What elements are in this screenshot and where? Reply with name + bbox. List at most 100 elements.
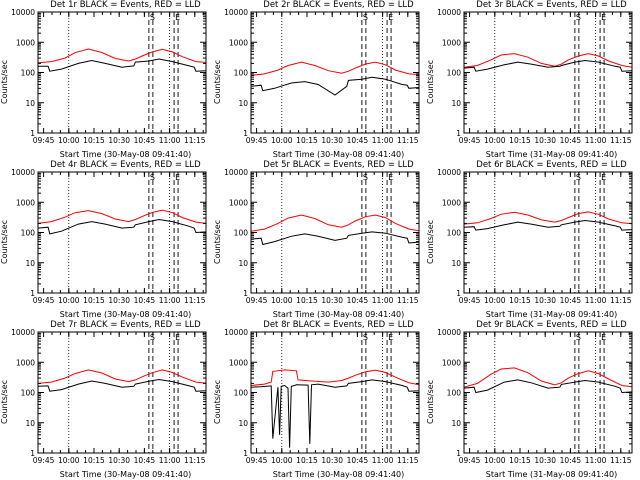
x-tick-label: 10:00 xyxy=(271,136,293,145)
plot-frame xyxy=(250,331,420,454)
chart-svg: S E 1 10 100 1000 10000 09:45 10:00 10:15 10:30 10:… xyxy=(437,8,633,145)
x-tick-label: 10:00 xyxy=(58,136,80,145)
lld-series-line xyxy=(250,61,420,76)
x-tick-label: 11:00 xyxy=(159,456,181,465)
chart-title: Det 2r BLACK = Events, RED = LLD xyxy=(263,0,414,10)
detector-panel: S E 1 10 100 1000 10000 09:45 10:00 10:15 10:30 10:… xyxy=(426,0,639,160)
y-tick-label: 1 xyxy=(243,289,248,298)
y-tick-label: 1000 xyxy=(229,198,248,207)
x-tick-label: 10:30 xyxy=(321,456,343,465)
x-tick-label: 11:15 xyxy=(397,296,419,305)
lld-series-line xyxy=(463,367,633,388)
lld-series-line xyxy=(37,48,207,64)
x-tick-label: 09:45 xyxy=(33,296,55,305)
x-tick-label: 10:45 xyxy=(347,456,369,465)
x-tick-label: 10:00 xyxy=(271,456,293,465)
lld-series-line xyxy=(250,214,420,232)
y-tick-label: 1000 xyxy=(442,38,461,47)
y-tick-label: 1000 xyxy=(16,358,35,367)
y-tick-label: 10000 xyxy=(11,328,35,337)
chart-svg: S E 1 10 100 1000 10000 09:45 10:00 10:15 10:30 10:… xyxy=(11,168,207,305)
marker-label: S xyxy=(363,13,368,22)
y-tick-label: 10000 xyxy=(224,328,248,337)
y-axis-label: Counts/sec xyxy=(213,59,222,104)
y-tick-label: 1000 xyxy=(442,358,461,367)
x-tick-label: 11:00 xyxy=(372,136,394,145)
events-series-line xyxy=(250,379,420,448)
x-tick-label: 10:00 xyxy=(271,296,293,305)
x-tick-label: 11:15 xyxy=(184,456,206,465)
x-tick-label: 10:45 xyxy=(560,456,582,465)
plot-frame xyxy=(463,11,633,134)
y-tick-label: 1 xyxy=(30,289,35,298)
y-tick-label: 1 xyxy=(456,289,461,298)
y-tick-label: 100 xyxy=(21,229,36,238)
x-tick-label: 11:15 xyxy=(184,296,206,305)
y-tick-label: 10 xyxy=(25,259,35,268)
chart-title: Det 5r BLACK = Events, RED = LLD xyxy=(263,160,414,170)
y-tick-label: 1 xyxy=(456,129,461,138)
x-tick-label: 09:45 xyxy=(459,456,481,465)
x-axis-label: Start Time (30-May-08 09:41:40) xyxy=(272,150,405,159)
marker-label: S xyxy=(150,173,155,182)
x-tick-label: 10:00 xyxy=(484,456,506,465)
x-tick-label: 10:00 xyxy=(484,296,506,305)
x-axis-label: Start Time (31-May-08 09:41:40) xyxy=(485,470,618,479)
x-tick-label: 10:30 xyxy=(321,136,343,145)
events-series-line xyxy=(463,59,633,72)
x-axis-label: Start Time (30-May-08 09:41:40) xyxy=(59,150,192,159)
marker-label: S xyxy=(576,13,581,22)
y-tick-label: 10000 xyxy=(224,168,248,177)
y-tick-label: 10 xyxy=(451,259,461,268)
x-tick-label: 11:15 xyxy=(610,136,632,145)
detector-panel: S E 1 10 100 1000 10000 09:45 10:00 10:15 10:30 10:… xyxy=(213,320,426,480)
lld-series-line xyxy=(463,53,633,68)
events-series-line xyxy=(38,58,207,72)
y-tick-label: 10000 xyxy=(224,8,248,17)
x-tick-label: 10:30 xyxy=(108,136,130,145)
x-tick-label: 09:45 xyxy=(459,296,481,305)
detector-panel: S E 1 10 100 1000 10000 09:45 10:00 10:15 10:30 10:… xyxy=(213,160,426,320)
detector-panel: S E 1 10 100 1000 10000 09:45 10:00 10:15 10:30 10:… xyxy=(0,160,213,320)
x-tick-label: 09:45 xyxy=(459,136,481,145)
x-tick-label: 10:15 xyxy=(296,296,318,305)
y-tick-label: 1000 xyxy=(16,198,35,207)
events-series-line xyxy=(250,76,420,96)
lld-series-line xyxy=(463,211,633,225)
x-tick-label: 10:30 xyxy=(108,296,130,305)
x-tick-label: 10:30 xyxy=(534,456,556,465)
y-tick-label: 100 xyxy=(447,229,462,238)
x-tick-label: 11:00 xyxy=(585,456,607,465)
chart-title: Det 4r BLACK = Events, RED = LLD xyxy=(50,160,201,170)
x-tick-label: 10:00 xyxy=(58,456,80,465)
chart-svg: S E 1 10 100 1000 10000 09:45 10:00 10:15 10:30 10:… xyxy=(11,328,207,465)
x-tick-label: 10:45 xyxy=(347,296,369,305)
x-tick-label: 11:00 xyxy=(372,296,394,305)
x-axis-label: Start Time (30-May-08 09:41:40) xyxy=(272,310,405,319)
detector-panel: S E 1 10 100 1000 10000 09:45 10:00 10:15 10:30 10:… xyxy=(0,0,213,160)
x-tick-label: 10:15 xyxy=(83,296,105,305)
x-tick-label: 10:45 xyxy=(134,296,156,305)
marker-label: S xyxy=(576,173,581,182)
events-series-line xyxy=(250,231,420,246)
x-tick-label: 10:15 xyxy=(509,136,531,145)
y-tick-label: 10 xyxy=(451,99,461,108)
y-tick-label: 1 xyxy=(243,449,248,458)
x-tick-label: 10:30 xyxy=(534,296,556,305)
x-tick-label: 11:00 xyxy=(159,136,181,145)
plot-frame xyxy=(463,331,633,454)
events-series-line xyxy=(37,378,207,392)
chart-svg: S E 1 10 100 1000 10000 09:45 10:00 10:15 10:30 10:… xyxy=(224,328,420,465)
x-tick-label: 09:45 xyxy=(33,136,55,145)
x-tick-label: 09:45 xyxy=(246,456,268,465)
marker-label: E xyxy=(601,333,606,342)
x-tick-label: 10:00 xyxy=(58,296,80,305)
detector-panel: S E 1 10 100 1000 10000 09:45 10:00 10:15 10:30 10:… xyxy=(426,160,639,320)
y-tick-label: 10000 xyxy=(11,168,35,177)
marker-label: E xyxy=(601,173,606,182)
plot-frame xyxy=(37,11,207,134)
y-tick-label: 1000 xyxy=(442,198,461,207)
y-tick-label: 10000 xyxy=(11,8,35,17)
chart-svg: S E 1 10 100 1000 10000 09:45 10:00 10:15 10:30 10:… xyxy=(224,168,420,305)
